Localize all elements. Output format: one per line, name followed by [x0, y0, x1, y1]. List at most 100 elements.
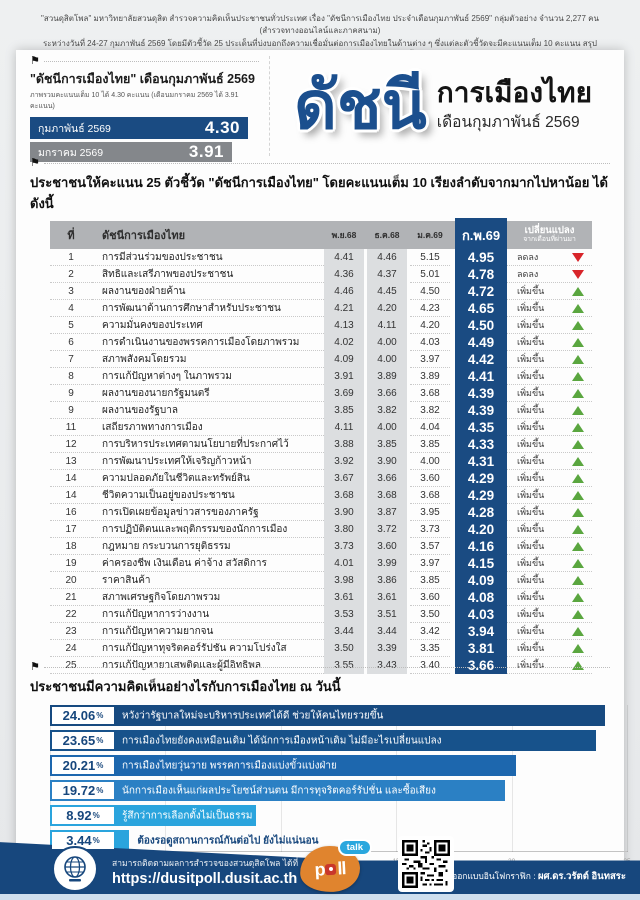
camera-icon: [325, 863, 337, 875]
row-indicator-name: สภาพเศรษฐกิจโดยภาพรวม: [92, 589, 324, 606]
table-row: 4 การพัฒนาด้านการศึกษาสำหรับประชาชน 4.21 4.…: [50, 300, 592, 317]
row-rank: 21: [50, 589, 92, 606]
row-change: เพิ่มขึ้น: [507, 589, 592, 606]
row-score-feb69: 4.33: [455, 436, 507, 453]
row-score-feb69: 4.35: [455, 419, 507, 436]
change-label: เพิ่มขึ้น: [517, 354, 545, 364]
row-score-jan69: 4.23: [410, 300, 450, 317]
table-row: 23 การแก้ปัญหาความยากจน 3.44 3.44 3.42 3.94 เพ…: [50, 623, 592, 640]
arrow-up-icon: [572, 286, 584, 296]
row-score-dec68: 3.66: [367, 385, 407, 402]
masthead: ดัชนี การเมืองไทย เดือนกุมภาพันธ์ 2569: [270, 56, 610, 156]
arrow-up-icon: [572, 575, 584, 585]
row-change: ลดลง: [507, 249, 592, 266]
row-score-feb69: 4.72: [455, 283, 507, 300]
table-row: 6 การดำเนินงานของพรรคการเมืองโดยภาพรวม 4.0…: [50, 334, 592, 351]
row-rank: 24: [50, 640, 92, 657]
change-label: เพิ่มขึ้น: [517, 490, 545, 500]
row-indicator-name: กฎหมาย กระบวนการยุติธรรม: [92, 538, 324, 555]
chart-gridline: [627, 705, 628, 852]
change-label: เพิ่มขึ้น: [517, 609, 545, 619]
dotted-rule: [43, 163, 610, 164]
table-header-row: ที่ ดัชนีการเมืองไทย พ.ย.68 ธ.ค.68 ม.ค.6…: [50, 218, 592, 252]
row-score-dec68: 3.66: [367, 470, 407, 487]
arrow-up-icon: [572, 371, 584, 381]
row-score-jan69: 3.97: [410, 555, 450, 572]
row-change: เพิ่มขึ้น: [507, 521, 592, 538]
footer: สามารถติดตามผลการสำรวจของสวนดุสิตโพล ได้…: [0, 836, 640, 900]
masthead-line-2: เดือนกุมภาพันธ์ 2569: [436, 114, 580, 132]
change-label: เพิ่มขึ้น: [517, 575, 545, 585]
opinion-bar-label: รู้สึกว่าการเลือกตั้งไม่เป็นธรรม: [122, 810, 253, 821]
row-indicator-name: การแก้ปัญหาความยากจน: [92, 623, 324, 640]
row-score-dec68: 3.89: [367, 368, 407, 385]
row-rank: 9: [50, 402, 92, 419]
change-label: เพิ่มขึ้น: [517, 286, 545, 296]
table-row: 13 การพัฒนาประเทศให้เจริญก้าวหน้า 3.92 3.90…: [50, 453, 592, 470]
header-indicator: ดัชนีการเมืองไทย: [102, 230, 186, 242]
row-score-feb69: 4.29: [455, 487, 507, 504]
opinion-bar-row: 3.44% ต้องรอดูสถานการณ์กันต่อไป ยังไม่แน่…: [50, 830, 628, 851]
dusitpoll-url-link[interactable]: https://dusitpoll.dusit.ac.th: [112, 871, 298, 887]
arrow-up-icon: [572, 558, 584, 568]
arrow-up-icon: [572, 507, 584, 517]
row-score-feb69: 4.39: [455, 385, 507, 402]
row-rank: 20: [50, 572, 92, 589]
arrow-up-icon: [572, 320, 584, 330]
row-change: เพิ่มขึ้น: [507, 487, 592, 504]
arrow-up-icon: [572, 660, 584, 670]
change-label: เพิ่มขึ้น: [517, 388, 545, 398]
table-row: 22 การแก้ปัญหาการว่างงาน 3.53 3.51 3.50 4.03 เ…: [50, 606, 592, 623]
row-change: เพิ่มขึ้น: [507, 572, 592, 589]
row-rank: 19: [50, 555, 92, 572]
row-score-jan69: 3.68: [410, 385, 450, 402]
arrow-up-icon: [572, 422, 584, 432]
change-label: เพิ่มขึ้น: [517, 643, 545, 653]
opinion-bar: [50, 705, 606, 726]
row-score-nov68: 3.85: [324, 402, 364, 419]
row-score-dec68: 4.00: [367, 334, 407, 351]
table-row: 18 กฎหมาย กระบวนการยุติธรรม 3.73 3.60 3.57 4.…: [50, 538, 592, 555]
row-score-nov68: 4.13: [324, 317, 364, 334]
intro-line-1: "สวนดุสิตโพล" มหาวิทยาลัยสวนดุสิต สำรวจค…: [41, 14, 599, 36]
poll-letter-p: p: [313, 858, 325, 880]
row-score-feb69: 4.31: [455, 453, 507, 470]
score-bar-value: 3.91: [188, 142, 224, 161]
row-change: เพิ่มขึ้น: [507, 606, 592, 623]
row-score-nov68: 3.92: [324, 453, 364, 470]
row-indicator-name: ความมั่นคงของประเทศ: [92, 317, 324, 334]
arrow-down-icon: [572, 269, 584, 279]
chart-gridline: [396, 705, 398, 852]
row-score-dec68: 3.99: [367, 555, 407, 572]
row-score-nov68: 4.02: [324, 334, 364, 351]
change-label: เพิ่มขึ้น: [517, 371, 545, 381]
chart-gridline: [165, 705, 167, 852]
row-score-jan69: 3.40: [410, 657, 450, 674]
row-indicator-name: การมีส่วนร่วมของประชาชน: [92, 249, 324, 266]
row-score-jan69: 3.60: [410, 470, 450, 487]
row-indicator-name: การบริหารประเทศตามนโยบายที่ประกาศไว้: [92, 436, 324, 453]
row-indicator-name: เสถียรภาพทางการเมือง: [92, 419, 324, 436]
row-score-feb69: 4.20: [455, 521, 507, 538]
row-score-dec68: 4.20: [367, 300, 407, 317]
row-score-feb69: 4.41: [455, 368, 507, 385]
arrow-up-icon: [572, 388, 584, 398]
footer-follow: สามารถติดตามผลการสำรวจของสวนดุสิตโพล ได้…: [112, 856, 298, 887]
index-summary-panel: ⚑ "ดัชนีการเมืองไทย" เดือนกุมภาพันธ์ 256…: [30, 56, 270, 162]
index-subtitle: ภาพรวมคะแนนเต็ม 10 ได้ 4.30 คะแนน (เดือน…: [30, 92, 239, 110]
qr-code: [398, 836, 454, 892]
change-label: ลดลง: [517, 269, 539, 279]
row-score-nov68: 4.36: [324, 266, 364, 283]
row-rank: 14: [50, 470, 92, 487]
index-title: "ดัชนีการเมืองไทย" เดือนกุมภาพันธ์ 2569: [30, 72, 255, 86]
opinion-section: ⚑ ประชาชนมีความคิดเห็นอย่างไรกับการเมือง…: [30, 662, 631, 866]
row-score-feb69: 4.15: [455, 555, 507, 572]
row-rank: 13: [50, 453, 92, 470]
row-score-dec68: 3.85: [367, 436, 407, 453]
change-label: เพิ่มขึ้น: [517, 524, 545, 534]
row-change: ลดลง: [507, 266, 592, 283]
row-score-dec68: 3.68: [367, 487, 407, 504]
change-label: เพิ่มขึ้น: [517, 422, 545, 432]
table-row: 3 ผลงานของฝ่ายค้าน 4.46 4.45 4.50 4.72 เพิ่มขึ…: [50, 283, 592, 300]
row-rank: 5: [50, 317, 92, 334]
